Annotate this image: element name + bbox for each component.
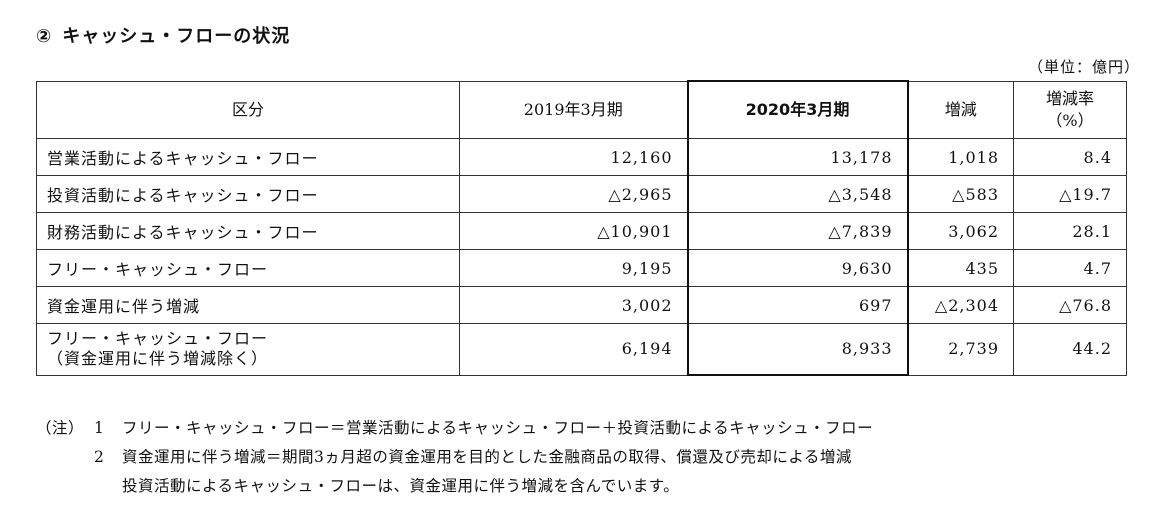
cell-fy2020: 13,178: [686, 138, 909, 176]
unit-label: （単位：億円）: [1027, 58, 1140, 76]
section-heading: ② キャッシュ・フローの状況: [36, 22, 290, 48]
cell-change: 3,062: [907, 212, 1014, 250]
row-label: 投資活動によるキャッシュ・フロー: [36, 175, 460, 213]
cell-fy2019: △10,901: [459, 212, 688, 250]
note-number: 1: [94, 419, 105, 437]
note-number: 2: [94, 448, 105, 466]
row-label: 財務活動によるキャッシュ・フロー: [36, 212, 460, 250]
table-row: 投資活動によるキャッシュ・フロー △2,965 △3,548 △583 △19.…: [36, 175, 1127, 213]
cash-flow-table: 区分 2019年3月期 2020年3月期 増減 増減率 （%） 営業活動によるキ…: [36, 80, 1127, 376]
table-row: 財務活動によるキャッシュ・フロー △10,901 △7,839 3,062 28…: [36, 212, 1127, 250]
cell-fy2020: 8,933: [686, 323, 909, 376]
section-number: ②: [36, 26, 53, 47]
cell-change: △2,304: [907, 286, 1014, 324]
note-item: 2 資金運用に伴う増減＝期間3ヵ月超の資金運用を目的とした金融商品の取得、償還及び…: [36, 443, 873, 472]
table-header-row: 区分 2019年3月期 2020年3月期 増減 増減率 （%）: [36, 80, 1127, 139]
cell-rate: 8.4: [1013, 138, 1127, 176]
cell-fy2019: 6,194: [459, 323, 688, 376]
cell-fy2020: 697: [686, 286, 909, 324]
header-rate: 増減率 （%）: [1013, 80, 1127, 139]
notes: （注） 1 フリー・キャッシュ・フロー＝営業活動によるキャッシュ・フロー＋投資活動に…: [36, 414, 873, 501]
cell-rate: △76.8: [1013, 286, 1127, 324]
header-fy2020: 2020年3月期: [686, 80, 909, 139]
row-label: 営業活動によるキャッシュ・フロー: [36, 138, 460, 176]
note-extra-text: 投資活動によるキャッシュ・フローは、資金運用に伴う増減を含んでいます。: [122, 477, 680, 495]
cell-change: 1,018: [907, 138, 1014, 176]
row-label-line2: （資金運用に伴う増減除く）: [47, 349, 269, 369]
cell-change: 2,739: [907, 323, 1014, 376]
section-title: キャッシュ・フローの状況: [62, 26, 291, 47]
cell-fy2019: △2,965: [459, 175, 688, 213]
cell-rate: 28.1: [1013, 212, 1127, 250]
header-change: 増減: [907, 80, 1014, 139]
note-item: （注） 1 フリー・キャッシュ・フロー＝営業活動によるキャッシュ・フロー＋投資活動に…: [36, 414, 873, 443]
cell-fy2020: 9,630: [686, 249, 909, 287]
note-text: フリー・キャッシュ・フロー＝営業活動によるキャッシュ・フロー＋投資活動によるキャ…: [122, 419, 874, 437]
table-row: 資金運用に伴う増減 3,002 697 △2,304 △76.8: [36, 286, 1127, 324]
note-text: 資金運用に伴う増減＝期間3ヵ月超の資金運用を目的とした金融商品の取得、償還及び売…: [122, 448, 852, 466]
cell-change: 435: [907, 249, 1014, 287]
header-category: 区分: [36, 80, 460, 139]
cell-fy2020: △7,839: [686, 212, 909, 250]
cell-rate: 44.2: [1013, 323, 1127, 376]
cell-rate: 4.7: [1013, 249, 1127, 287]
row-label-line1: フリー・キャッシュ・フロー: [47, 329, 269, 349]
row-label: フリー・キャッシュ・フロー （資金運用に伴う増減除く）: [36, 323, 460, 376]
table-row: 営業活動によるキャッシュ・フロー 12,160 13,178 1,018 8.4: [36, 138, 1127, 176]
header-rate-line2: （%）: [1046, 110, 1094, 130]
cell-fy2019: 3,002: [459, 286, 688, 324]
row-label: 資金運用に伴う増減: [36, 286, 460, 324]
cell-rate: △19.7: [1013, 175, 1127, 213]
cell-fy2019: 9,195: [459, 249, 688, 287]
table-row: フリー・キャッシュ・フロー 9,195 9,630 435 4.7: [36, 249, 1127, 287]
note-extra: 投資活動によるキャッシュ・フローは、資金運用に伴う増減を含んでいます。: [36, 472, 873, 501]
row-label: フリー・キャッシュ・フロー: [36, 249, 460, 287]
cell-change: △583: [907, 175, 1014, 213]
cell-fy2019: 12,160: [459, 138, 688, 176]
header-rate-line1: 増減率: [1045, 88, 1094, 108]
header-fy2019: 2019年3月期: [459, 80, 688, 139]
notes-prefix: （注）: [36, 419, 85, 437]
cell-fy2020: △3,548: [686, 175, 909, 213]
table-row: フリー・キャッシュ・フロー （資金運用に伴う増減除く） 6,194 8,933 …: [36, 323, 1127, 376]
